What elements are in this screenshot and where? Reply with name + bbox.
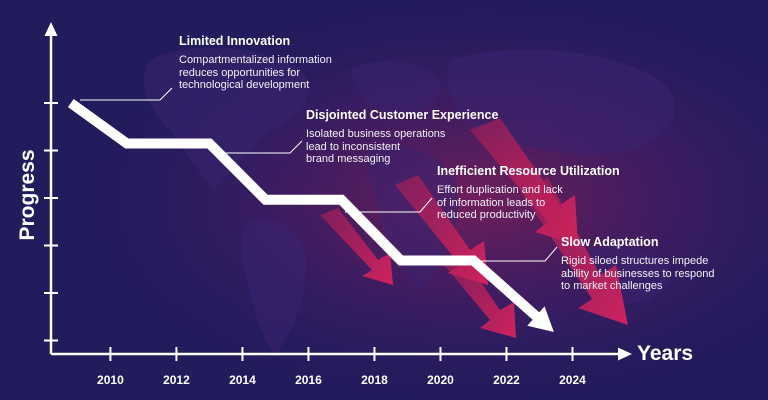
annotation-text: Compartmentalized information reduces op… xyxy=(179,54,332,91)
x-tick-label: 2014 xyxy=(229,373,256,387)
x-tick-label: 2016 xyxy=(295,373,322,387)
annotation-title: Inefficient Resource Utilization xyxy=(437,164,620,178)
annotation-leader-lines xyxy=(80,87,558,262)
y-axis-label: Progress xyxy=(16,149,39,240)
x-tick-label: 2010 xyxy=(97,373,124,387)
annotation-text: Effort duplication and lack of informati… xyxy=(437,184,563,221)
x-axis-arrowhead xyxy=(618,347,632,361)
x-tick-label: 2024 xyxy=(559,373,586,387)
x-axis-ticks: 2010 2012 2014 2016 2018 2020 2022 2024 xyxy=(97,347,586,387)
annotation-text: Rigid siloed structures impede ability o… xyxy=(561,255,715,292)
annotation-text: Isolated business operations lead to inc… xyxy=(306,128,446,165)
annotation-title: Limited Innovation xyxy=(179,34,291,48)
x-tick-label: 2020 xyxy=(427,373,454,387)
progress-line-arrowhead xyxy=(527,306,554,332)
x-tick-label: 2012 xyxy=(163,373,190,387)
y-axis-ticks xyxy=(44,102,58,342)
leader-line-4 xyxy=(470,246,558,262)
annotation-title: Disjointed Customer Experience xyxy=(306,108,499,122)
leader-line-2 xyxy=(215,140,303,154)
progress-line xyxy=(67,98,543,323)
progress-series xyxy=(67,98,554,332)
x-tick-label: 2018 xyxy=(361,373,388,387)
leader-line-3 xyxy=(345,197,433,213)
leader-line-1 xyxy=(80,87,173,101)
x-tick-label: 2022 xyxy=(493,373,520,387)
annotation-title: Slow Adaptation xyxy=(561,235,659,249)
x-axis-label: Years xyxy=(637,342,693,365)
annotation-slow-adaptation: Slow Adaptation Rigid siloed structures … xyxy=(561,235,714,293)
annotation-disjointed-customer-experience: Disjointed Customer Experience Isolated … xyxy=(306,108,498,166)
x-axis xyxy=(51,347,632,361)
annotation-limited-innovation: Limited Innovation Compartmentalized inf… xyxy=(179,34,332,92)
y-axis-arrowhead xyxy=(44,22,58,36)
annotation-inefficient-resource-utilization: Inefficient Resource Utilization Effort … xyxy=(437,164,620,222)
y-axis xyxy=(44,22,58,354)
